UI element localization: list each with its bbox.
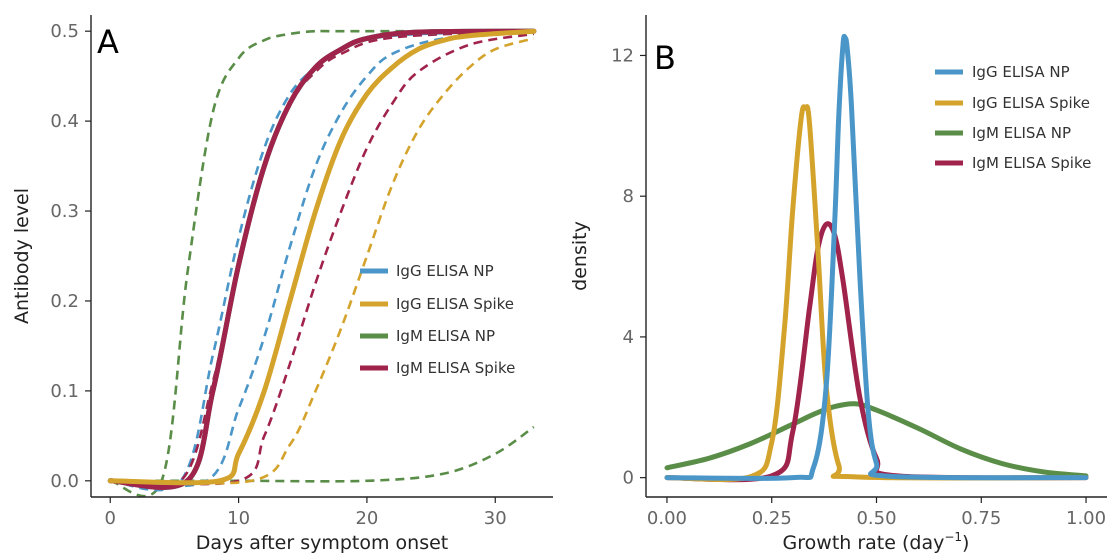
panel-a-letter: A (97, 23, 119, 61)
panel-b-x-axis-title-superscript: −1 (944, 530, 962, 544)
panel-b: 0.00 0.25 0.50 0.75 1.00 0 4 8 12 B Growth rate … (569, 15, 1107, 554)
legend-b-label-igg-np: IgG ELISA NP (972, 63, 1070, 81)
panel-b-x-axis-title-suffix: ) (962, 532, 969, 554)
legend-a-label-igg-np: IgG ELISA NP (396, 262, 494, 280)
panel-a-y-tick-label-5: 0.5 (50, 21, 79, 42)
panel-a-x-tick-label-1: 10 (227, 508, 250, 529)
panel-a-ticks: 0 10 20 30 0.0 0.1 0.2 0.3 0.4 0.5 (50, 21, 506, 529)
panel-b-x-tick-label-4: 1.00 (1066, 508, 1106, 529)
legend-b-label-igm-spike: IgM ELISA Spike (972, 154, 1091, 172)
legend-a-label-igm-spike: IgM ELISA Spike (396, 359, 515, 377)
legend-b-label-igg-spike: IgG ELISA Spike (972, 94, 1090, 112)
panel-b-series-igg-elisa-spike-line-2 (664, 104, 1089, 482)
panel-b-y-axis-title: density (569, 221, 591, 291)
panel-b-x-tick-label-0: 0.00 (647, 508, 687, 529)
panel-a-y-tick-label-3: 0.3 (50, 201, 79, 222)
panel-b-y-tick-label-3: 12 (611, 45, 634, 66)
panel-b-y-tick-label-0: 0 (623, 468, 634, 489)
legend-b-label-igm-np: IgM ELISA NP (972, 124, 1071, 142)
panel-a-series-igm-elisa-spike-dashed-5 (110, 32, 535, 486)
panel-b-letter: B (654, 39, 676, 77)
panel-a-y-tick-label-1: 0.1 (50, 381, 79, 402)
panel-b-ticks: 0.00 0.25 0.50 0.75 1.00 0 4 8 12 (611, 45, 1106, 529)
panel-a-y-tick-label-0: 0.0 (50, 471, 79, 492)
panel-a-series-igm-elisa-spike-solid-9 (107, 28, 537, 490)
panel-b-x-tick-label-2: 0.50 (856, 508, 896, 529)
panel-b-y-tick-label-2: 8 (623, 186, 634, 207)
panel-a-series-igm-elisa-np-dashed-1 (110, 425, 535, 483)
panel-a-legend: IgG ELISA NP IgG ELISA Spike IgM ELISA N… (360, 262, 515, 377)
panel-b-series-igm-elisa-spike-line-1 (664, 221, 1089, 483)
panel-a-x-tick-label-3: 30 (484, 508, 507, 529)
panel-a-series-igm-elisa-np-dashed-0 (109, 29, 534, 498)
panel-b-series-igm-elisa-np-line-0 (664, 401, 1089, 479)
panel-b-series (664, 33, 1089, 483)
panel-a-series-igg-elisa-spike-solid-10 (107, 28, 537, 486)
legend-a-label-igm-np: IgM ELISA NP (396, 327, 495, 345)
panel-b-x-tick-label-1: 0.25 (752, 508, 792, 529)
panel-a-series-igg-elisa-np-dashed-3 (110, 29, 534, 488)
panel-a: 0 10 20 30 0.0 0.1 0.2 0.3 0.4 0.5 A Days after s… (11, 15, 553, 554)
panel-b-legend: IgG ELISA NP IgG ELISA Spike IgM ELISA N… (935, 63, 1091, 172)
panel-b-x-axis-title-main: Growth rate (day (783, 532, 945, 554)
panel-a-y-axis-title: Antibody level (11, 188, 33, 324)
panel-a-series (107, 28, 537, 498)
panel-b-x-axis-title: Growth rate (day−1) (783, 530, 970, 554)
legend-a-label-igg-spike: IgG ELISA Spike (396, 295, 514, 313)
panel-b-x-tick-label-3: 0.75 (961, 508, 1001, 529)
panel-a-y-tick-label-4: 0.4 (50, 111, 79, 132)
panel-a-x-tick-label-2: 20 (355, 508, 378, 529)
panel-a-x-axis-title: Days after symptom onset (196, 532, 448, 554)
panel-a-x-tick-label-0: 0 (105, 508, 116, 529)
panel-b-y-tick-label-1: 4 (623, 327, 634, 348)
panel-a-series-igg-elisa-spike-dashed-6 (110, 37, 535, 485)
panel-b-series-igg-elisa-np-line-3 (664, 33, 1089, 481)
panel-a-y-tick-label-2: 0.2 (50, 291, 79, 312)
